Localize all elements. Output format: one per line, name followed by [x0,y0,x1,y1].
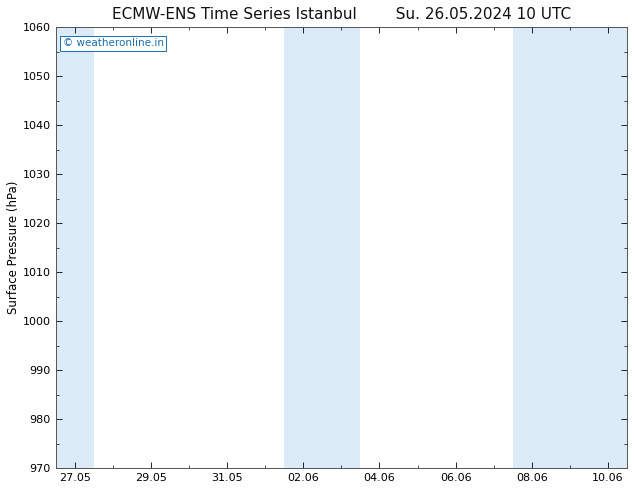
Text: © weatheronline.in: © weatheronline.in [63,38,164,49]
Bar [513,27,627,468]
Bar [56,27,94,468]
Y-axis label: Surface Pressure (hPa): Surface Pressure (hPa) [7,181,20,315]
Bar [284,27,360,468]
Title: ECMW-ENS Time Series Istanbul        Su. 26.05.2024 10 UTC: ECMW-ENS Time Series Istanbul Su. 26.05.… [112,7,571,22]
